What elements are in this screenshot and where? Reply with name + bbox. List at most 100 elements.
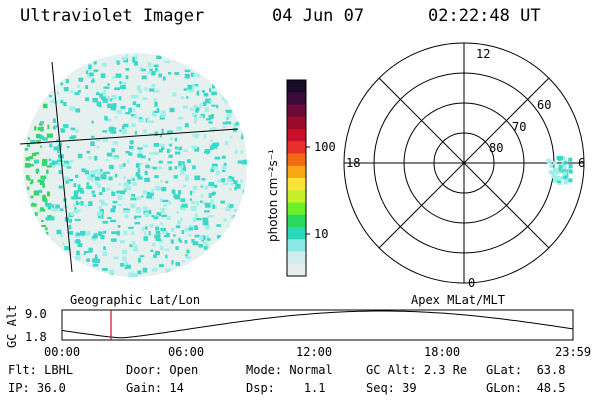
emission-speck — [59, 208, 64, 211]
emission-speck — [215, 170, 220, 176]
emission-speck — [47, 124, 50, 130]
emission-speck — [55, 147, 62, 151]
polar-emission-speck — [553, 161, 557, 166]
emission-speck — [152, 71, 156, 75]
emission-speck — [110, 208, 116, 213]
emission-speck — [137, 174, 141, 178]
emission-speck — [210, 199, 214, 204]
mlt-label-6: 6 — [578, 156, 585, 170]
emission-speck — [201, 237, 206, 240]
emission-speck — [223, 218, 227, 222]
emission-speck — [29, 182, 33, 185]
polar-emission-patch — [546, 156, 573, 185]
emission-speck — [120, 85, 126, 89]
status-mode: Mode: Normal — [246, 363, 333, 377]
emission-speck — [144, 87, 148, 92]
emission-speck — [161, 128, 164, 134]
emission-speck — [141, 68, 146, 72]
emission-speck — [102, 268, 108, 271]
emission-speck — [106, 118, 112, 122]
emission-speck — [103, 89, 106, 94]
emission-speck — [180, 204, 186, 210]
emission-speck — [114, 87, 121, 91]
emission-speck — [96, 146, 100, 149]
emission-speck — [47, 191, 50, 197]
emission-speck — [148, 209, 152, 215]
emission-speck — [194, 147, 200, 152]
emission-speck — [236, 121, 241, 126]
emission-speck — [194, 234, 201, 238]
emission-speck — [116, 190, 122, 194]
emission-speck — [98, 215, 101, 219]
emission-speck — [75, 108, 81, 113]
emission-speck — [161, 187, 167, 192]
emission-speck — [51, 164, 55, 168]
emission-speck — [225, 109, 232, 113]
mlt-label-12: 12 — [476, 47, 490, 61]
emission-speck — [120, 105, 126, 109]
emission-speck — [233, 180, 238, 184]
emission-speck — [191, 200, 196, 204]
emission-speck — [187, 159, 191, 163]
emission-speck — [123, 176, 126, 180]
emission-speck — [57, 91, 60, 95]
emission-speck — [151, 188, 154, 193]
emission-speck — [52, 98, 57, 104]
polar-emission-speck — [554, 168, 559, 173]
emission-speck — [209, 99, 213, 103]
emission-speck — [127, 159, 130, 164]
emission-speck — [69, 106, 76, 111]
emission-speck — [201, 178, 206, 181]
emission-speck — [174, 72, 180, 75]
emission-speck — [39, 181, 44, 185]
emission-speck — [96, 211, 103, 216]
polar-emission-speck — [560, 175, 565, 180]
emission-speck — [84, 204, 88, 207]
emission-speck — [41, 225, 46, 227]
emission-speck — [76, 250, 80, 256]
emission-speck — [221, 178, 226, 183]
emission-speck — [56, 229, 62, 235]
polar-emission-speck — [563, 171, 567, 176]
emission-speck — [111, 189, 114, 193]
emission-speck — [159, 222, 163, 226]
emission-speck — [124, 261, 129, 267]
emission-speck — [135, 215, 142, 218]
emission-speck — [65, 180, 69, 184]
emission-speck — [201, 194, 204, 198]
emission-speck — [160, 245, 164, 251]
emission-speck — [173, 234, 176, 237]
status-door: Door: Open — [126, 363, 199, 377]
emission-speck — [162, 230, 168, 234]
emission-speck — [85, 70, 89, 74]
emission-speck — [234, 186, 237, 191]
emission-speck — [38, 209, 42, 213]
emission-speck — [58, 170, 62, 175]
emission-speck — [149, 196, 155, 200]
emission-speck — [189, 198, 192, 201]
emission-speck — [46, 169, 49, 174]
emission-speck — [161, 214, 168, 218]
emission-speck — [175, 246, 179, 250]
emission-speck — [155, 185, 161, 191]
emission-speck — [137, 147, 143, 150]
emission-speck — [101, 187, 105, 192]
emission-speck — [94, 168, 100, 173]
emission-speck — [222, 122, 227, 125]
emission-speck — [142, 190, 148, 195]
emission-speck — [64, 176, 69, 181]
emission-speck — [192, 217, 197, 222]
polar-emission-speck — [568, 157, 573, 162]
polar-emission-speck — [552, 178, 557, 183]
emission-speck — [237, 160, 242, 164]
emission-speck — [60, 129, 65, 133]
emission-speck — [229, 187, 232, 191]
emission-speck — [104, 116, 108, 121]
emission-speck — [184, 240, 188, 244]
emission-speck — [41, 163, 48, 166]
emission-speck — [101, 202, 106, 206]
emission-speck — [90, 141, 95, 146]
emission-speck — [71, 196, 78, 200]
emission-speck — [128, 152, 133, 156]
emission-speck — [162, 76, 166, 81]
